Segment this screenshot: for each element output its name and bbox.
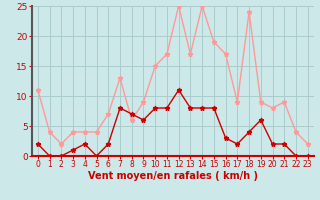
X-axis label: Vent moyen/en rafales ( km/h ): Vent moyen/en rafales ( km/h ): [88, 171, 258, 181]
